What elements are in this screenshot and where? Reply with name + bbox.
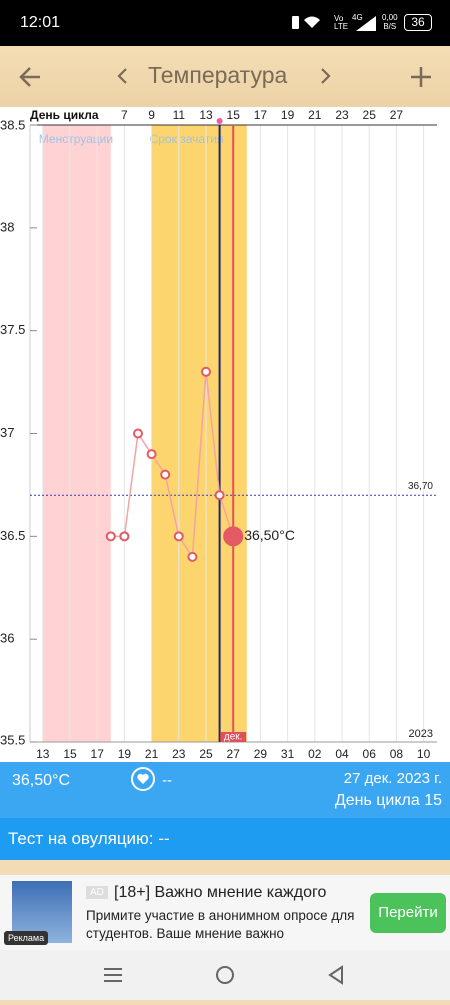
toolbar: Температура: [0, 46, 450, 107]
point: [187, 551, 198, 562]
period-label: Менструации: [39, 132, 113, 146]
svg-text:Vo: Vo: [334, 14, 344, 23]
x-tick-label: 10: [417, 747, 431, 761]
y-tick-label: 38.5: [0, 117, 25, 132]
temperature-line: [110, 371, 234, 560]
cycle-day: День цикла 15: [334, 792, 442, 809]
point: [133, 428, 143, 439]
point: [173, 531, 184, 542]
x-tick-label: 19: [118, 747, 132, 761]
signal: 4G: [352, 14, 376, 31]
x-tick-label: 06: [363, 747, 377, 761]
ad-banner[interactable]: Реклама AD [18+] Важно мнение каждого Пр…: [0, 875, 450, 950]
x-tick-label: 27: [227, 747, 241, 761]
add-button[interactable]: [408, 64, 434, 90]
cycle-day-label: 15: [227, 108, 241, 122]
ovulation-row[interactable]: Тест на овуляцию: --: [0, 818, 450, 860]
cycle-day-label: 9: [148, 108, 155, 122]
point: [105, 531, 116, 542]
current-point: [223, 526, 244, 547]
x-tick-label: 25: [199, 747, 213, 761]
y-tick-label: 36: [0, 631, 14, 646]
x-tick-label: 31: [281, 747, 295, 761]
x-tick-label: 23: [172, 747, 186, 761]
point: [201, 366, 211, 377]
cycle-day-label: 25: [363, 108, 377, 122]
ad-title: [18+] Важно мнение каждого: [114, 884, 327, 901]
x-tick-label: 04: [335, 747, 349, 761]
y-tick-label: 36.5: [0, 528, 25, 543]
ad-text: Примите участие в анонимном опросе для с…: [86, 908, 355, 941]
x-tick-label: 29: [254, 747, 268, 761]
period-band: [42, 125, 111, 742]
info-panel: 36,50°C -- 27 дек. 2023 г. День цикла 15: [0, 762, 450, 818]
cycle-label-bg: [26, 107, 108, 124]
x-tick-label: 21: [145, 747, 159, 761]
year-label: 2023: [409, 728, 433, 740]
nav-icons: [104, 965, 343, 985]
svg-text:4G: 4G: [352, 14, 363, 22]
date: 27 дек. 2023 г.: [343, 770, 442, 787]
battery: 36: [404, 14, 432, 31]
x-tick-label: 02: [308, 747, 322, 761]
ad-label: Реклама: [4, 931, 49, 945]
next-button[interactable]: [318, 66, 332, 86]
cycle-axis-label: День цикла: [30, 108, 99, 122]
ad-badge: AD: [86, 886, 108, 899]
time: 12:01: [20, 14, 61, 31]
y-tick-label: 37.5: [0, 322, 25, 337]
cycle-day-label: 7: [121, 108, 128, 122]
point: [160, 469, 171, 480]
status-bar: 12:01 Vo LTE 4G 0,00 B/S 36: [0, 0, 450, 46]
x-tick-label: 08: [390, 747, 404, 761]
mood: --: [162, 772, 172, 789]
point: [214, 490, 225, 501]
marker-label: дек.: [224, 732, 243, 743]
mood-icon[interactable]: [130, 766, 156, 792]
y-tick-label: 35.5: [0, 732, 25, 747]
ovulation-test: Тест на овуляцию: --: [8, 829, 170, 848]
net-speed: 0,00 B/S: [382, 13, 398, 31]
prev-button[interactable]: [116, 66, 130, 86]
title: Температура: [148, 62, 288, 88]
temperature: 36,50°C: [12, 772, 70, 789]
period-label: Срок зачатия: [150, 132, 224, 146]
reference-label: 36,70: [408, 481, 433, 492]
point: [146, 449, 157, 460]
cycle-day-label: 19: [281, 108, 295, 122]
cycle-day-label: 21: [308, 108, 322, 122]
cycle-day-label: 23: [335, 108, 349, 122]
cycle-day-label: 17: [254, 108, 268, 122]
x-tick-label: 17: [91, 747, 105, 761]
x-tick-label: 15: [63, 747, 77, 761]
cycle-day-label: 11: [173, 108, 186, 122]
point: [119, 531, 130, 542]
marker-label-bg: [220, 732, 247, 742]
chart: Менструации Срок зачатия 13 15 17 19 21 23 25 27 2…: [0, 107, 450, 762]
y-tick-label: 38: [0, 219, 14, 234]
ad-button[interactable]: Перейти: [370, 893, 446, 933]
y-tick-label: 37: [0, 425, 14, 440]
svg-text:LTE: LTE: [334, 22, 348, 31]
nav-bar: [0, 950, 450, 1000]
ovulation-dot: [216, 118, 223, 124]
back-button[interactable]: [18, 64, 44, 90]
current-label: 36,50°C: [244, 527, 295, 543]
cycle-day-label: 27: [390, 108, 404, 122]
period-band: [151, 125, 247, 742]
cycle-day-label: 13: [199, 108, 213, 122]
x-tick-label: 13: [36, 747, 50, 761]
